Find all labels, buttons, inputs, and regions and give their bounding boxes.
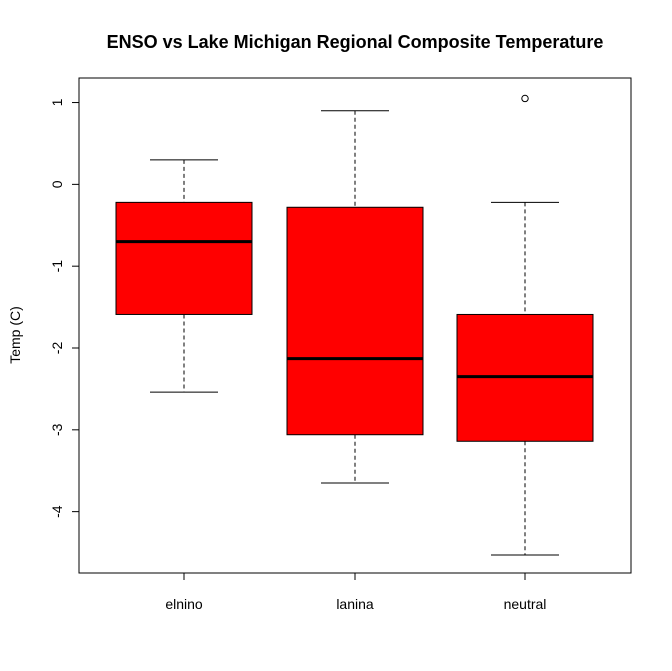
y-tick-label: -1 (49, 260, 65, 273)
x-tick-label: elnino (165, 596, 203, 612)
box-lanina (286, 206, 424, 436)
y-tick-label: -2 (49, 342, 65, 355)
plot-area: -4 -3 -2 -1 0 1 elnino lanina neutral (49, 77, 632, 612)
y-tick-label: -3 (49, 423, 65, 436)
x-tick-label: neutral (504, 596, 547, 612)
chart-title: ENSO vs Lake Michigan Regional Composite… (107, 32, 604, 52)
y-tick-label: 0 (49, 180, 65, 188)
y-tick-label: -4 (49, 505, 65, 518)
y-axis-label: Temp (C) (7, 306, 23, 364)
x-tick-label: lanina (336, 596, 374, 612)
y-tick-label: 1 (49, 98, 65, 106)
box-elnino (115, 201, 253, 315)
outlier-point (521, 94, 529, 103)
